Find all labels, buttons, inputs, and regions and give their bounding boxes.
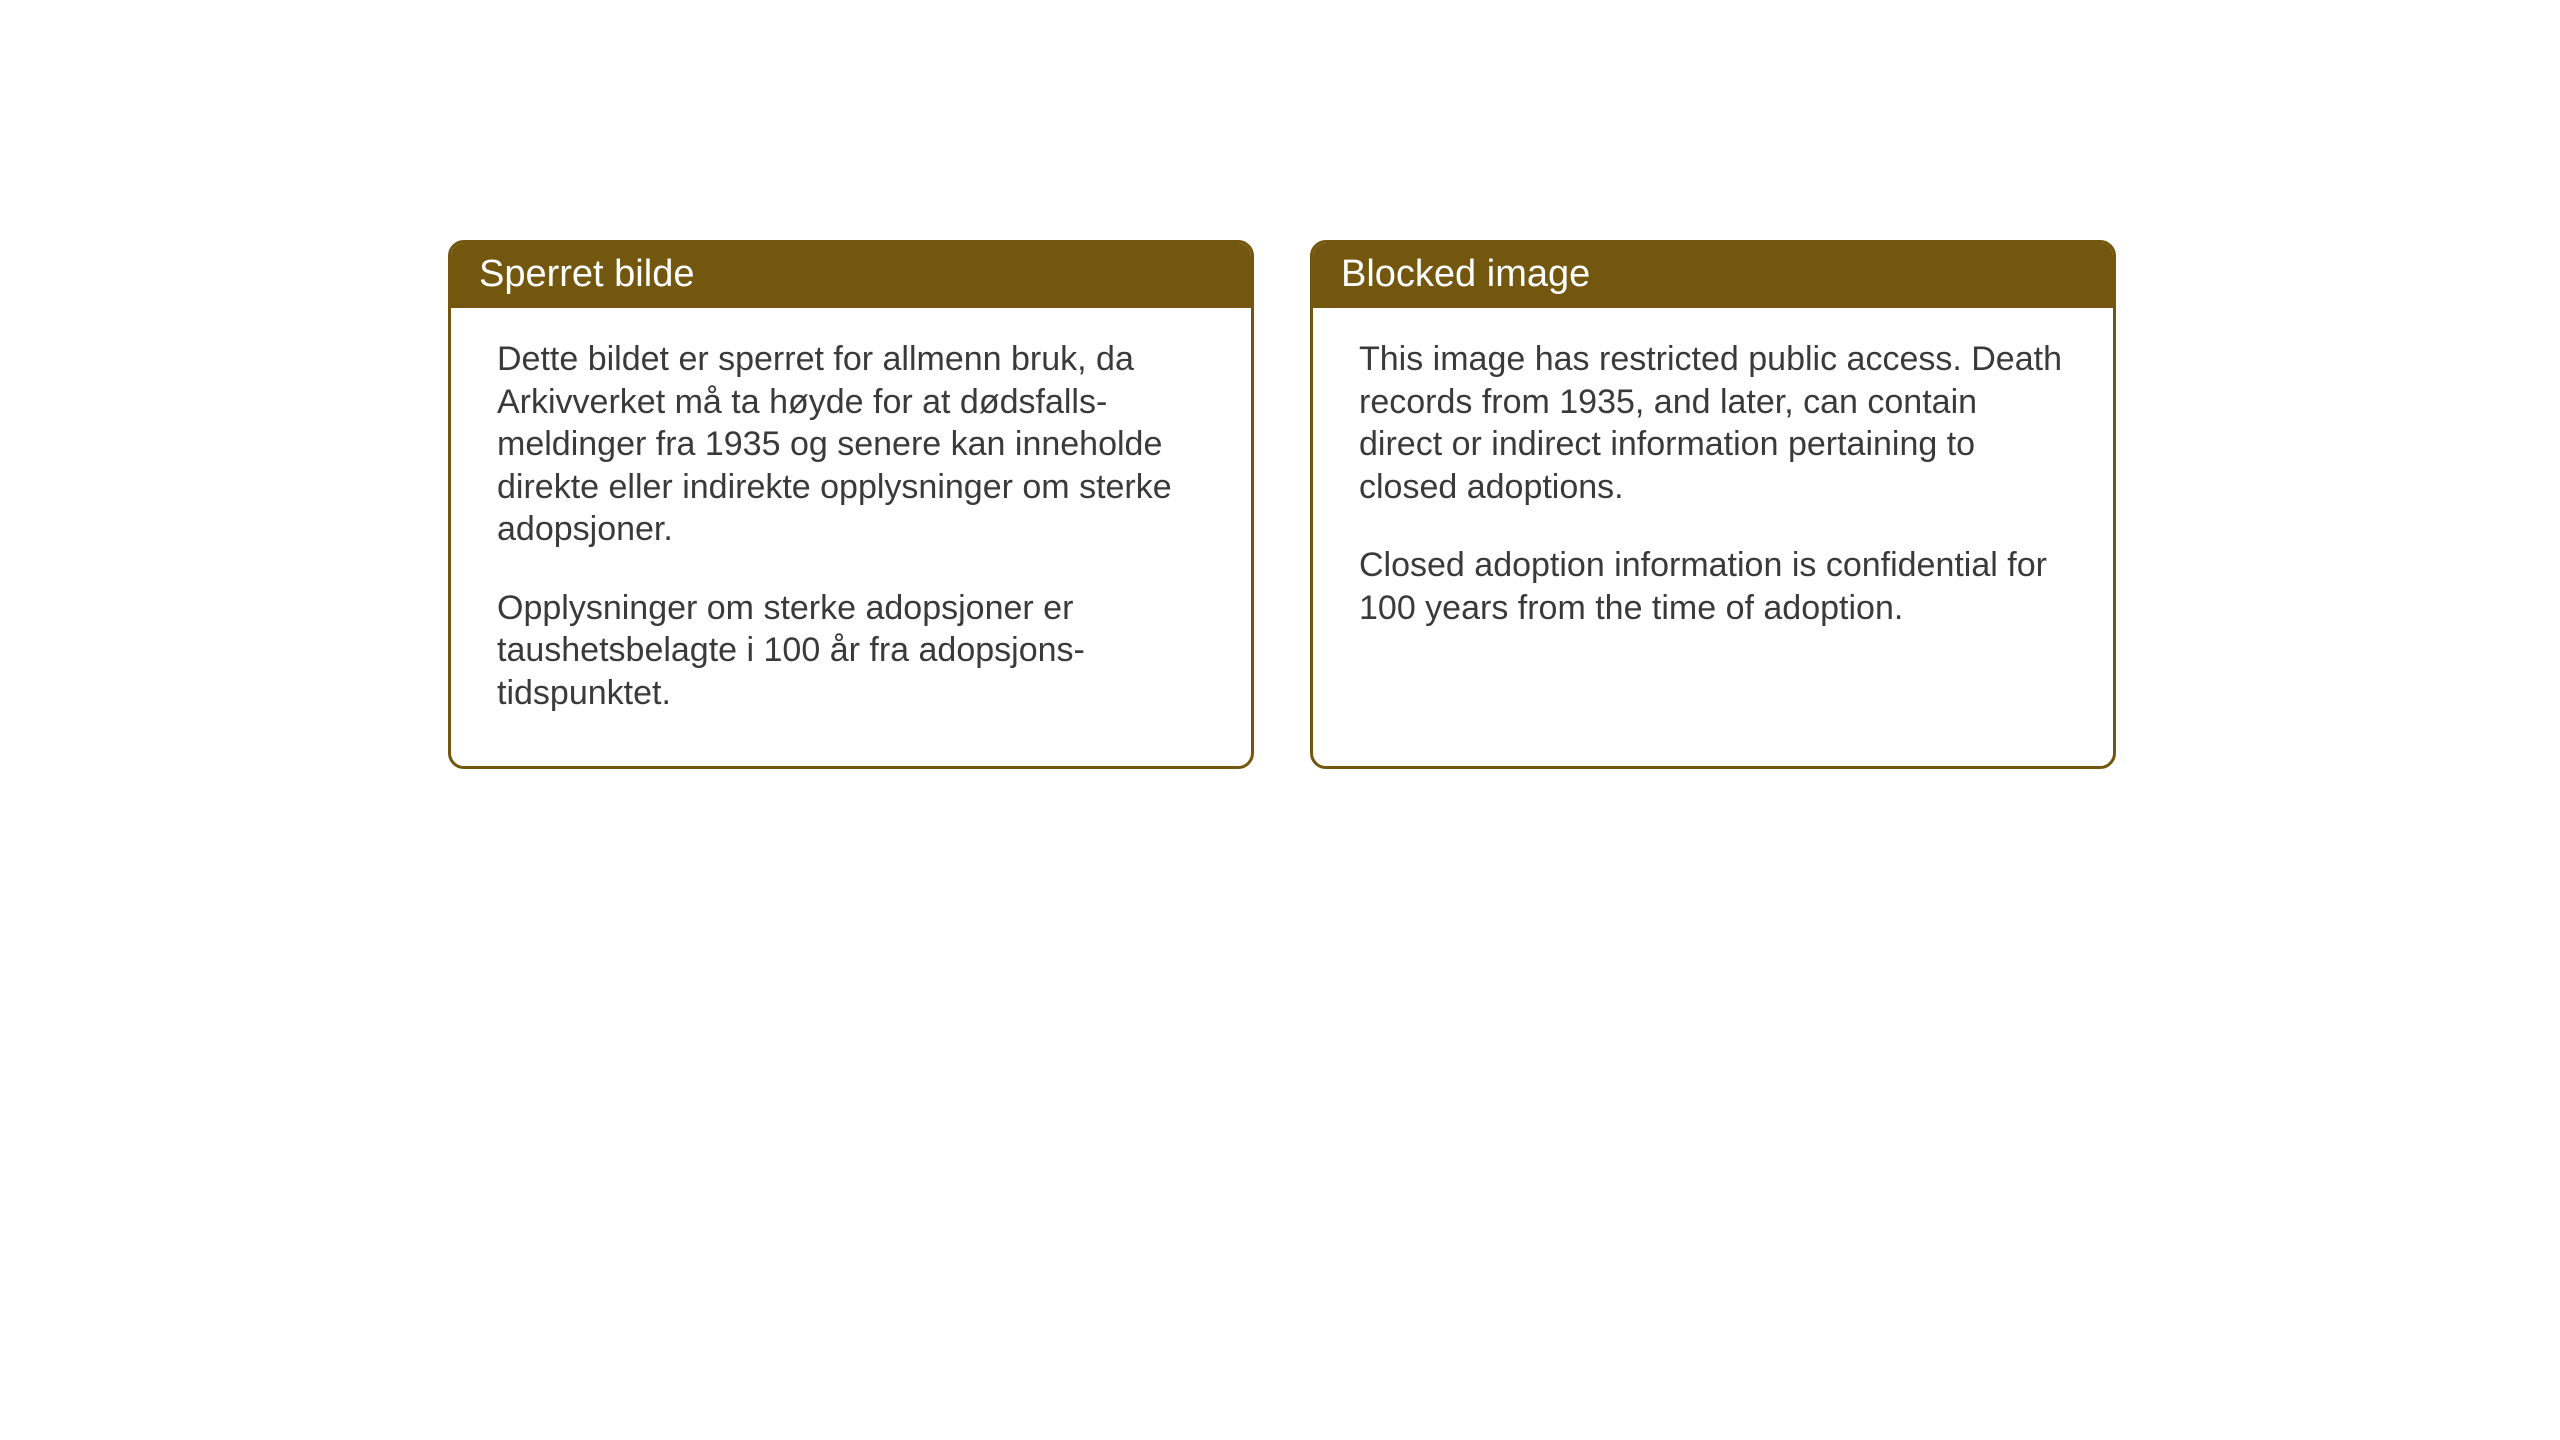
notice-paragraph: This image has restricted public access.… (1359, 338, 2067, 508)
notice-paragraph: Closed adoption information is confident… (1359, 544, 2067, 629)
notice-paragraph: Dette bildet er sperret for allmenn bruk… (497, 338, 1205, 551)
notice-body-norwegian: Dette bildet er sperret for allmenn bruk… (451, 308, 1251, 766)
notice-header-english: Blocked image (1313, 243, 2113, 308)
notice-body-english: This image has restricted public access.… (1313, 308, 2113, 681)
notice-paragraph: Opplysninger om sterke adopsjoner er tau… (497, 587, 1205, 715)
notice-box-norwegian: Sperret bilde Dette bildet er sperret fo… (448, 240, 1254, 769)
notice-header-norwegian: Sperret bilde (451, 243, 1251, 308)
notices-container: Sperret bilde Dette bildet er sperret fo… (448, 240, 2560, 769)
notice-box-english: Blocked image This image has restricted … (1310, 240, 2116, 769)
